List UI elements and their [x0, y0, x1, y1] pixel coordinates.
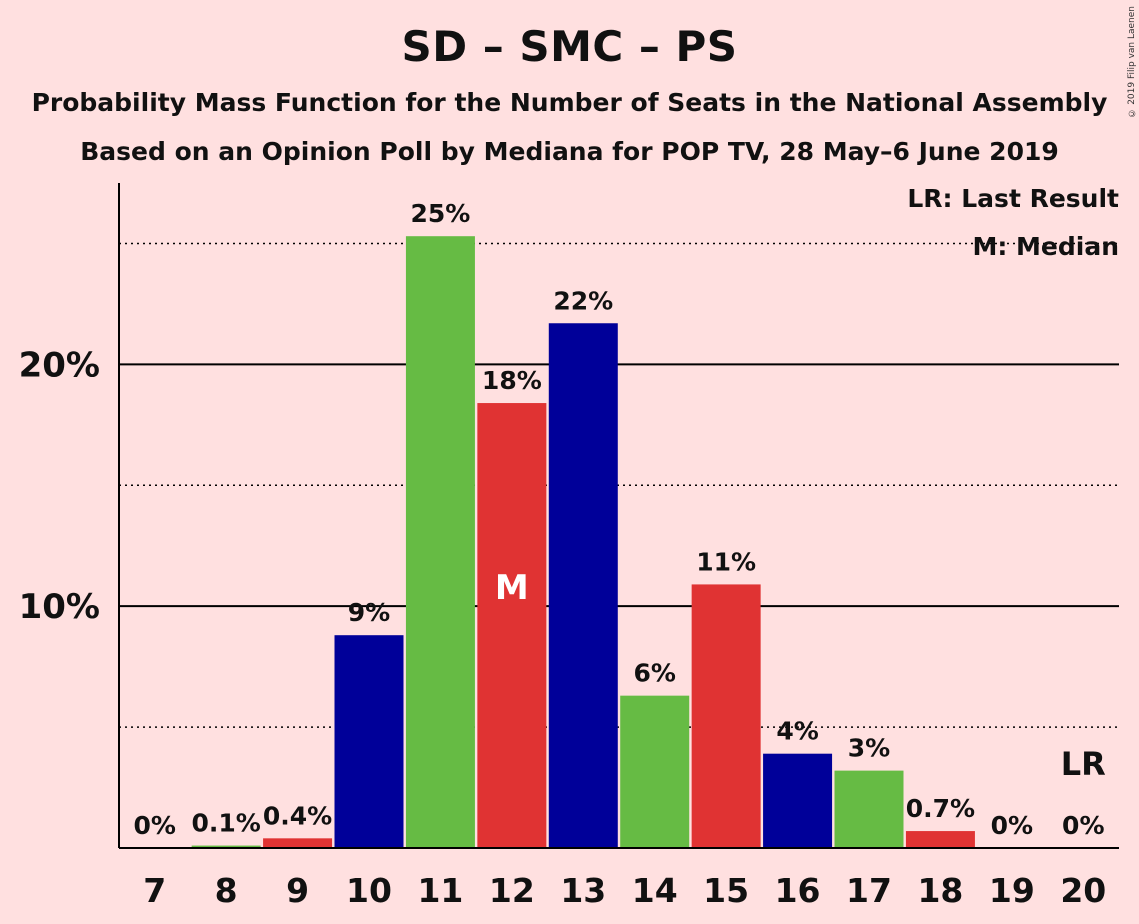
data-label-seat-10: 9% [348, 598, 390, 627]
x-tick-label: 10 [346, 871, 392, 910]
data-label-seat-15: 11% [696, 547, 756, 576]
y-tick-label: 10% [19, 587, 100, 627]
x-tick-label: 18 [917, 871, 963, 910]
x-tick-label: 17 [846, 871, 892, 910]
bar-seat-15 [691, 584, 761, 848]
x-tick-label: 7 [143, 871, 166, 910]
bar-seat-9 [263, 838, 333, 848]
y-tick-label: 20% [19, 345, 100, 385]
bar-seat-12 [477, 403, 547, 848]
bar-seat-11 [405, 236, 475, 848]
data-label-seat-17: 3% [848, 734, 890, 763]
x-tick-label: 16 [775, 871, 821, 910]
x-tick-label: 14 [632, 871, 678, 910]
legend-last-result: LR: Last Result [907, 184, 1119, 213]
x-tick-label: 13 [560, 871, 606, 910]
x-tick-label: 20 [1060, 871, 1106, 910]
x-tick-label: 15 [703, 871, 749, 910]
chart-title: SD – SMC – PS [401, 22, 738, 71]
data-label-seat-13: 22% [553, 286, 613, 315]
x-tick-label: 11 [417, 871, 463, 910]
x-tick-label: 12 [489, 871, 535, 910]
bar-seat-16 [763, 753, 833, 848]
x-tick-label: 9 [286, 871, 309, 910]
data-label-seat-18: 0.7% [906, 794, 975, 823]
legend-median: M: Median [972, 232, 1119, 261]
data-label-seat-14: 6% [633, 659, 675, 688]
chart-subtitle: Probability Mass Function for the Number… [31, 88, 1108, 117]
bar-seat-13 [548, 323, 618, 849]
chart-subtitle-source: Based on an Opinion Poll by Mediana for … [80, 137, 1059, 166]
data-label-seat-8: 0.1% [191, 809, 260, 838]
data-label-seat-7: 0% [133, 811, 175, 840]
data-label-seat-16: 4% [776, 717, 818, 746]
last-result-marker: LR [1061, 745, 1106, 783]
data-label-seat-11: 25% [411, 199, 471, 228]
data-label-seat-9: 0.4% [263, 801, 332, 830]
bar-seat-8 [191, 845, 261, 848]
data-label-seat-12: 18% [482, 366, 542, 395]
data-label-seat-19: 0% [991, 811, 1033, 840]
data-label-seat-20: 0% [1062, 811, 1104, 840]
bar-seat-10 [334, 635, 404, 848]
x-tick-label: 8 [215, 871, 238, 910]
bar-seat-17 [834, 770, 904, 848]
bar-seat-14 [620, 695, 690, 848]
copyright-note: © 2019 Filip van Laenen [1127, 6, 1137, 118]
bar-seat-18 [905, 831, 975, 848]
median-marker: M [495, 568, 529, 608]
x-tick-label: 19 [989, 871, 1035, 910]
